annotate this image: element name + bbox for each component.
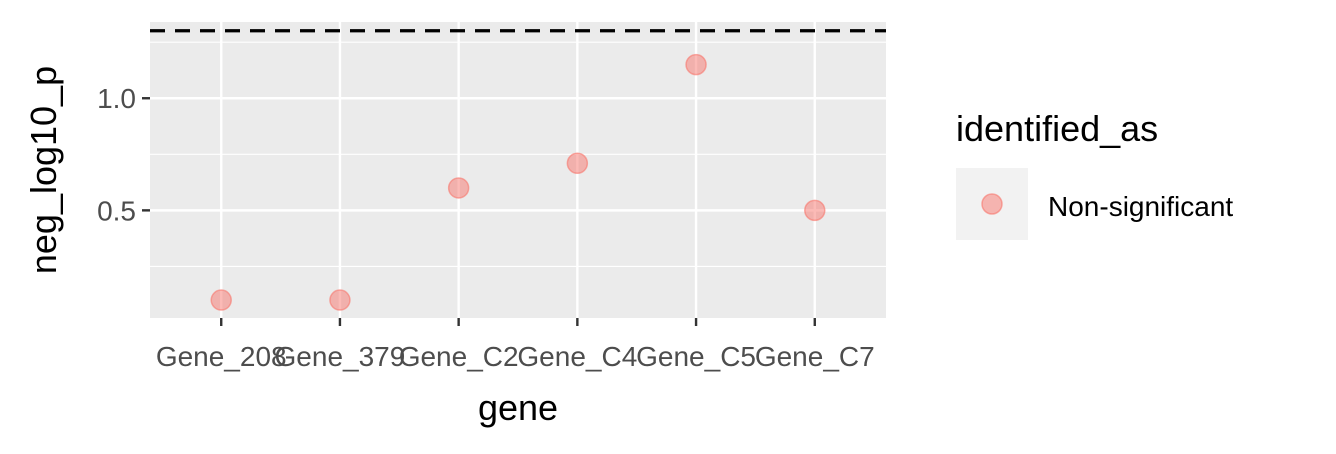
x-tick-label: Gene_C4: [517, 341, 637, 372]
data-point-gene-c5: [685, 53, 707, 76]
legend-label-non-significant: Non-significant: [1048, 191, 1233, 222]
data-point-gene-c4: [566, 152, 589, 175]
data-point-gene-208: [210, 289, 232, 311]
x-tick-label: Gene_C2: [399, 341, 519, 372]
data-point-gene-c2: [447, 177, 470, 199]
legend-marker: [981, 193, 1003, 215]
data-points: [210, 53, 826, 311]
legend: identified_as Non-significant: [956, 108, 1233, 240]
x-tick-label: Gene_379: [275, 341, 406, 372]
x-axis-title: gene: [478, 387, 558, 428]
x-tick-label: Gene_C5: [636, 341, 756, 372]
y-tick-label: 0.5: [97, 195, 136, 226]
data-point-gene-c7: [804, 199, 826, 222]
x-tick-label: Gene_C7: [755, 341, 875, 372]
data-point-gene-379: [329, 289, 351, 311]
x-axis: Gene_208Gene_379Gene_C2Gene_C4Gene_C5Gen…: [156, 318, 875, 372]
plot-panel: [150, 22, 886, 318]
minor-gridlines: [150, 41, 886, 268]
y-axis-title: neg_log10_p: [23, 66, 64, 274]
x-tick-label: Gene_208: [156, 341, 287, 372]
legend-title: identified_as: [956, 108, 1158, 149]
y-axis: 0.5 1.0: [97, 83, 150, 226]
y-tick-label: 1.0: [97, 83, 136, 114]
